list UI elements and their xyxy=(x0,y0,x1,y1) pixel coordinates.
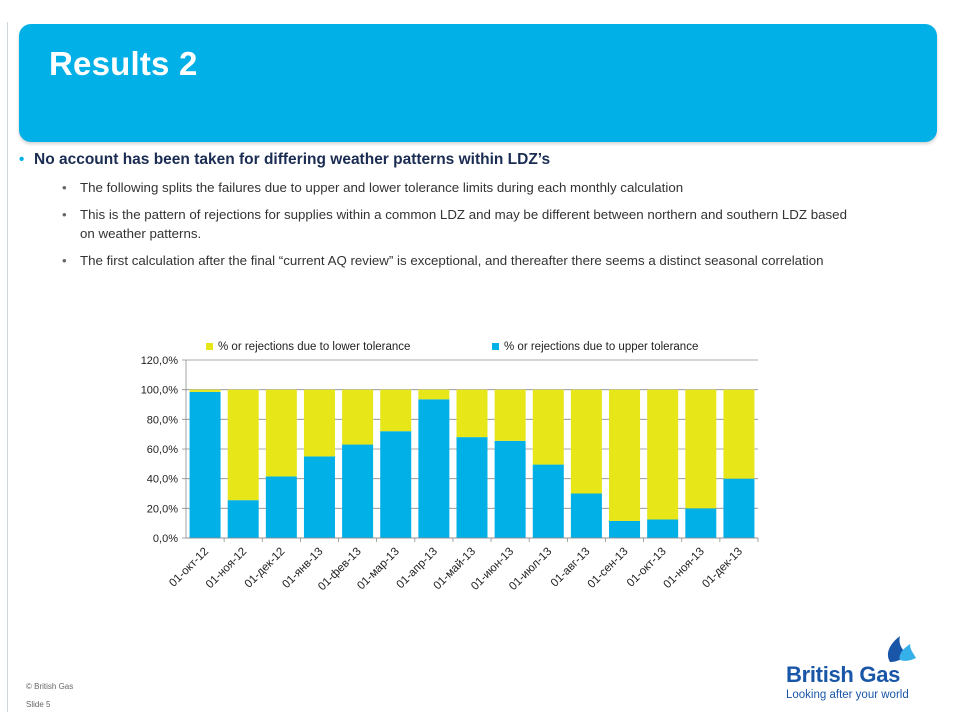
slide-frame-line xyxy=(7,22,8,712)
footer-copyright: © British Gas xyxy=(26,682,74,691)
bullet-list: No account has been taken for differing … xyxy=(18,150,848,270)
legend-swatch xyxy=(492,343,499,350)
bar-upper-tolerance xyxy=(227,500,259,538)
bar-upper-tolerance xyxy=(418,399,450,538)
bar-lower-tolerance xyxy=(456,389,488,438)
bar-upper-tolerance xyxy=(303,456,335,538)
title-banner: Results 2 xyxy=(19,24,937,142)
bullet-sub-1: The following splits the failures due to… xyxy=(62,178,848,197)
bar-upper-tolerance xyxy=(189,391,221,538)
y-tick-label: 100,0% xyxy=(141,385,179,397)
bar-upper-tolerance xyxy=(494,440,526,538)
bar-upper-tolerance xyxy=(380,431,412,538)
bar-lower-tolerance xyxy=(685,389,717,509)
logo-tagline: Looking after your world xyxy=(786,689,909,701)
x-tick-label: 01-ноя-13 xyxy=(662,546,707,591)
bar-lower-tolerance xyxy=(494,389,526,441)
bar-upper-tolerance xyxy=(532,464,564,538)
bar-lower-tolerance xyxy=(189,389,221,392)
bullet-sub-3: The first calculation after the final “c… xyxy=(62,251,848,270)
bar-upper-tolerance xyxy=(647,519,679,538)
legend-label: % or rejections due to lower tolerance xyxy=(218,341,410,353)
bar-lower-tolerance xyxy=(723,389,755,479)
bar-upper-tolerance xyxy=(570,493,602,538)
y-tick-label: 0,0% xyxy=(153,533,178,545)
x-tick-label: 01-дек-13 xyxy=(700,546,745,591)
bar-upper-tolerance xyxy=(685,508,717,538)
y-tick-label: 120,0% xyxy=(141,355,179,367)
footer-slide-number: Slide 5 xyxy=(26,700,51,709)
bar-lower-tolerance xyxy=(227,389,259,501)
y-tick-label: 20,0% xyxy=(147,503,178,515)
logo-wordmark: British Gas xyxy=(786,662,901,687)
bar-lower-tolerance xyxy=(265,389,297,477)
bar-lower-tolerance xyxy=(342,389,374,445)
bar-upper-tolerance xyxy=(723,478,755,538)
y-tick-label: 80,0% xyxy=(147,414,178,426)
bar-lower-tolerance xyxy=(609,389,641,521)
bar-upper-tolerance xyxy=(456,437,488,538)
bar-lower-tolerance xyxy=(570,389,602,494)
x-tick-label: 01-ноя-12 xyxy=(204,546,249,591)
x-tick-label: 01-сен-13 xyxy=(586,546,631,591)
stacked-bar-chart: 0,0%20,0%40,0%60,0%80,0%100,0%120,0%01-о… xyxy=(141,341,759,593)
flame-icon xyxy=(887,636,916,662)
y-tick-label: 60,0% xyxy=(147,444,178,456)
bar-upper-tolerance xyxy=(609,520,641,538)
bar-lower-tolerance xyxy=(647,389,679,520)
bullet-main: No account has been taken for differing … xyxy=(18,150,848,170)
bar-lower-tolerance xyxy=(418,389,450,400)
slide-title: Results 2 xyxy=(49,45,198,82)
y-tick-label: 40,0% xyxy=(147,474,178,486)
bullet-sub-2: This is the pattern of rejections for su… xyxy=(62,205,848,243)
bar-lower-tolerance xyxy=(532,389,564,465)
legend-swatch xyxy=(206,343,213,350)
bar-upper-tolerance xyxy=(265,476,297,538)
legend-label: % or rejections due to upper tolerance xyxy=(504,341,698,353)
bar-upper-tolerance xyxy=(342,444,374,538)
bar-lower-tolerance xyxy=(303,389,335,457)
bar-lower-tolerance xyxy=(380,389,412,432)
british-gas-logo: British Gas Looking after your world xyxy=(780,632,930,712)
